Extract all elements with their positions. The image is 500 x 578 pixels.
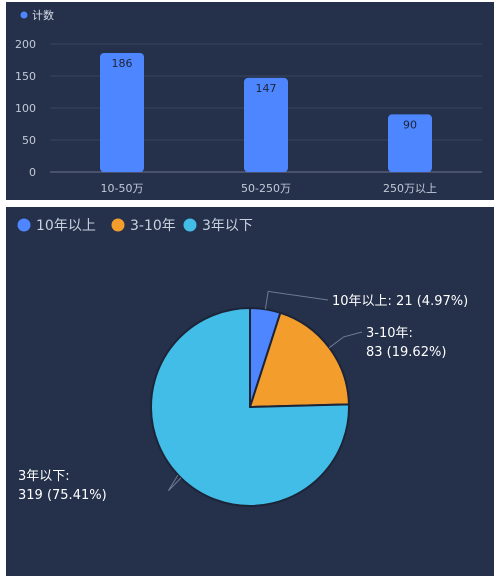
- y-tick-label: 50: [22, 134, 36, 147]
- legend-label: 3年以下: [202, 218, 253, 234]
- y-tick-label: 150: [15, 70, 36, 83]
- legend-marker: [17, 218, 31, 232]
- x-tick-label: 250万以上: [383, 182, 437, 195]
- pie-slice-label: 3-10年:: [366, 326, 413, 341]
- y-tick-label: 0: [29, 166, 36, 179]
- x-tick-label: 10-50万: [101, 182, 144, 195]
- legend-marker: [20, 11, 28, 19]
- pie-slice-value-label: 83 (19.62%): [366, 345, 446, 360]
- y-tick-label: 100: [15, 102, 36, 115]
- bar: [388, 114, 432, 172]
- pie-slice-label: 3年以下:: [18, 469, 70, 484]
- legend-label: 10年以上: [36, 218, 96, 234]
- bar-chart-panel: 计数 0 50 100 150 200 186 10-50万 147 50-250万 90 250万以…: [6, 2, 494, 200]
- legend-label: 计数: [32, 9, 54, 22]
- label-leader-line: [328, 331, 363, 349]
- y-tick-label: 200: [15, 38, 36, 51]
- bar-chart: 计数 0 50 100 150 200 186 10-50万 147 50-250万 90 250万以…: [15, 9, 482, 195]
- label-leader-line: [264, 290, 329, 310]
- pie-slice: [248, 311, 350, 409]
- legend-marker: [111, 218, 125, 232]
- bar: [244, 77, 288, 172]
- bar-value-label: 147: [256, 82, 277, 95]
- pie-chart: 10年以上 3-10年 3年以下 10年以上: 21 (4.97%) 3-10年: 83 …: [17, 218, 468, 507]
- bar-value-label: 186: [112, 57, 133, 70]
- label-leader-line: [167, 474, 182, 492]
- x-tick-label: 50-250万: [241, 182, 291, 195]
- pie-slice-value-label: 319 (75.41%): [18, 488, 107, 503]
- pie-chart-panel: 10年以上 3-10年 3年以下 10年以上: 21 (4.97%) 3-10年: 83 …: [6, 207, 494, 576]
- bar-value-label: 90: [403, 118, 417, 131]
- legend-marker: [183, 218, 197, 232]
- pie-slice: [150, 306, 350, 507]
- bar: [100, 52, 144, 172]
- legend-label: 3-10年: [130, 218, 176, 234]
- pie-slice-label: 10年以上: 21 (4.97%): [332, 294, 468, 309]
